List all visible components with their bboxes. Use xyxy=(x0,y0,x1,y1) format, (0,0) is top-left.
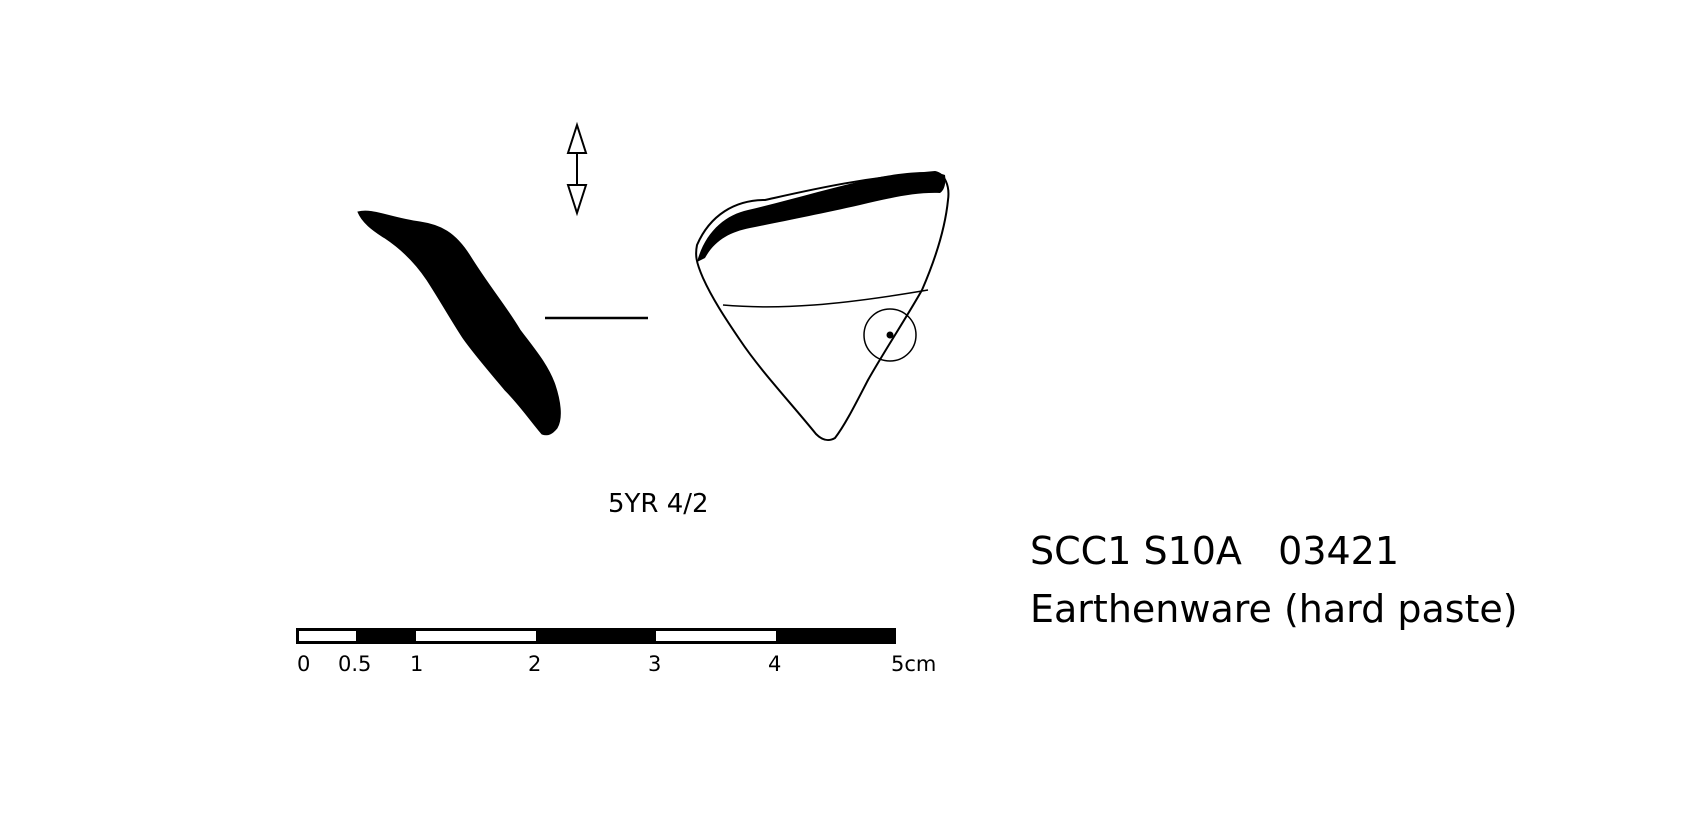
scale-bar-segment xyxy=(536,628,656,644)
scale-tick-label: 3 xyxy=(648,652,662,676)
catalog-id: SCC1 S10A 03421 xyxy=(1030,529,1400,573)
scale-tick-label: 5cm xyxy=(891,652,937,676)
scale-bar-segment xyxy=(299,631,356,641)
scale-tick-label: 1 xyxy=(410,652,424,676)
scale-bar-segment xyxy=(356,628,416,644)
orientation-arrow-icon xyxy=(566,121,588,217)
stamped-circle-icon xyxy=(863,308,917,362)
scale-bar-segment xyxy=(776,628,896,644)
scale-tick-label: 4 xyxy=(768,652,782,676)
scale-tick-label: 0 xyxy=(297,652,311,676)
scale-tick-label: 0.5 xyxy=(338,652,372,676)
scale-bar xyxy=(296,628,896,644)
munsell-color-code: 5YR 4/2 xyxy=(608,489,709,519)
scale-tick-label: 2 xyxy=(528,652,542,676)
material-description: Earthenware (hard paste) xyxy=(1030,587,1518,631)
scale-bar-segment xyxy=(656,631,776,641)
scale-bar-segment xyxy=(416,631,536,641)
sherd-profile-section xyxy=(357,210,561,436)
sherd-exterior-view xyxy=(695,170,950,442)
